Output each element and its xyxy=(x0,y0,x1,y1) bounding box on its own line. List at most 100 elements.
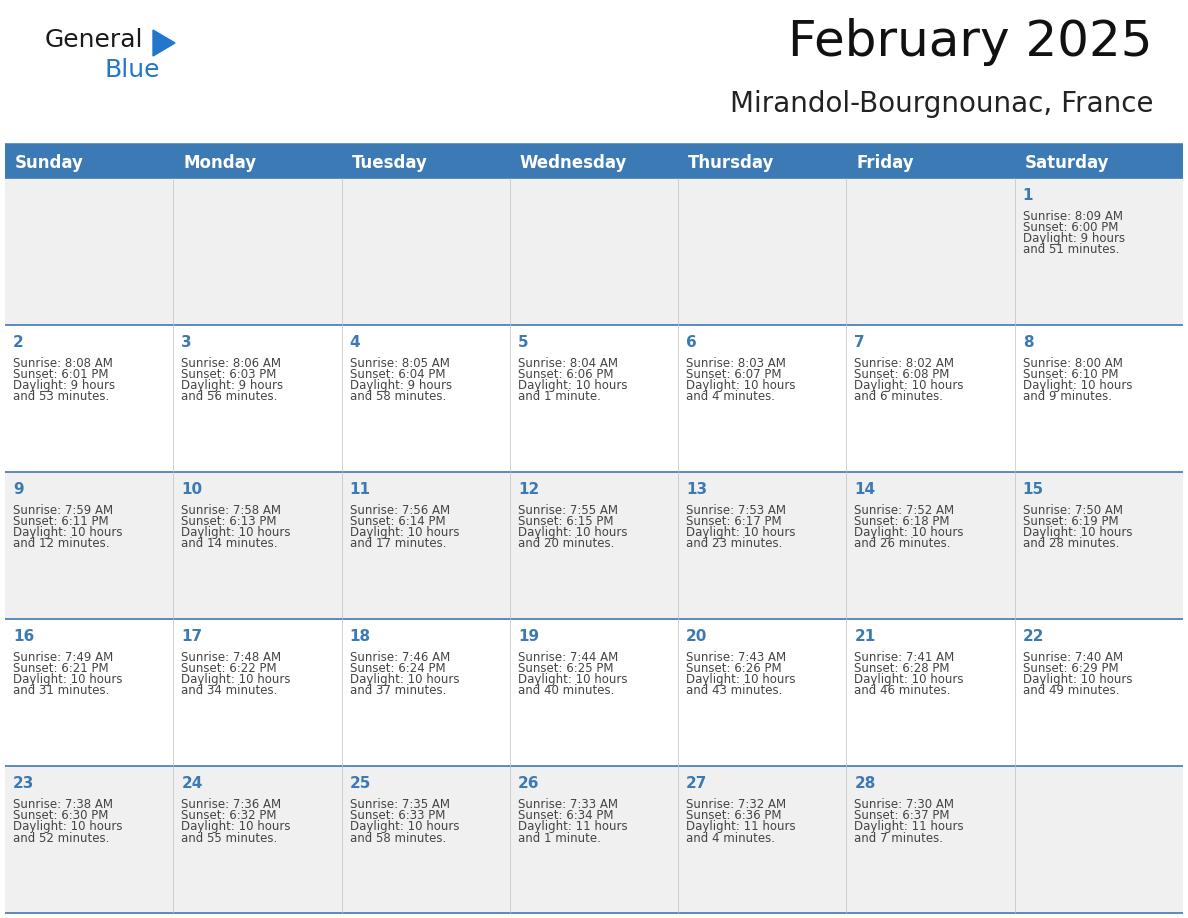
Text: Sunset: 6:36 PM: Sunset: 6:36 PM xyxy=(687,809,782,823)
Text: Sunrise: 8:09 AM: Sunrise: 8:09 AM xyxy=(1023,209,1123,222)
Polygon shape xyxy=(153,30,175,56)
Text: Sunrise: 8:05 AM: Sunrise: 8:05 AM xyxy=(349,356,449,370)
Bar xyxy=(5,472,1183,619)
Text: Sunset: 6:00 PM: Sunset: 6:00 PM xyxy=(1023,220,1118,234)
Text: 21: 21 xyxy=(854,629,876,644)
Text: Sunset: 6:04 PM: Sunset: 6:04 PM xyxy=(349,368,446,381)
Text: 3: 3 xyxy=(182,334,192,350)
Text: Sunset: 6:28 PM: Sunset: 6:28 PM xyxy=(854,662,950,675)
Text: 26: 26 xyxy=(518,776,539,791)
Text: Daylight: 10 hours: Daylight: 10 hours xyxy=(13,526,122,539)
Text: Sunset: 6:34 PM: Sunset: 6:34 PM xyxy=(518,809,613,823)
Text: 9: 9 xyxy=(13,482,24,497)
Text: and 4 minutes.: and 4 minutes. xyxy=(687,390,775,403)
Text: 25: 25 xyxy=(349,776,371,791)
Text: Sunset: 6:25 PM: Sunset: 6:25 PM xyxy=(518,662,613,675)
Text: Daylight: 10 hours: Daylight: 10 hours xyxy=(687,379,796,392)
Text: Sunrise: 7:35 AM: Sunrise: 7:35 AM xyxy=(349,798,449,811)
Text: Sunset: 6:06 PM: Sunset: 6:06 PM xyxy=(518,368,613,381)
Text: and 58 minutes.: and 58 minutes. xyxy=(349,832,446,845)
Bar xyxy=(5,177,1183,325)
Text: Sunrise: 7:40 AM: Sunrise: 7:40 AM xyxy=(1023,651,1123,664)
Text: Sunset: 6:08 PM: Sunset: 6:08 PM xyxy=(854,368,949,381)
Text: Daylight: 10 hours: Daylight: 10 hours xyxy=(518,379,627,392)
Text: Sunrise: 8:00 AM: Sunrise: 8:00 AM xyxy=(1023,356,1123,370)
Text: Monday: Monday xyxy=(183,153,257,172)
Text: Daylight: 10 hours: Daylight: 10 hours xyxy=(349,821,459,834)
Text: Daylight: 10 hours: Daylight: 10 hours xyxy=(182,526,291,539)
Text: Sunrise: 7:49 AM: Sunrise: 7:49 AM xyxy=(13,651,113,664)
Text: Sunrise: 7:44 AM: Sunrise: 7:44 AM xyxy=(518,651,618,664)
Text: 7: 7 xyxy=(854,334,865,350)
Text: Daylight: 10 hours: Daylight: 10 hours xyxy=(349,526,459,539)
Text: and 46 minutes.: and 46 minutes. xyxy=(854,685,950,698)
Text: Sunset: 6:14 PM: Sunset: 6:14 PM xyxy=(349,515,446,528)
Text: Sunrise: 7:36 AM: Sunrise: 7:36 AM xyxy=(182,798,282,811)
Text: and 12 minutes.: and 12 minutes. xyxy=(13,537,109,550)
Text: Sunset: 6:13 PM: Sunset: 6:13 PM xyxy=(182,515,277,528)
Text: and 20 minutes.: and 20 minutes. xyxy=(518,537,614,550)
Text: Saturday: Saturday xyxy=(1025,153,1110,172)
Text: and 31 minutes.: and 31 minutes. xyxy=(13,685,109,698)
Text: Daylight: 9 hours: Daylight: 9 hours xyxy=(349,379,451,392)
Text: Daylight: 10 hours: Daylight: 10 hours xyxy=(1023,673,1132,686)
Text: Daylight: 10 hours: Daylight: 10 hours xyxy=(518,526,627,539)
Text: and 43 minutes.: and 43 minutes. xyxy=(687,685,783,698)
Text: Sunset: 6:24 PM: Sunset: 6:24 PM xyxy=(349,662,446,675)
Text: Thursday: Thursday xyxy=(688,153,775,172)
Text: and 1 minute.: and 1 minute. xyxy=(518,390,601,403)
Text: Daylight: 10 hours: Daylight: 10 hours xyxy=(349,673,459,686)
Bar xyxy=(1015,148,1183,177)
Text: Daylight: 10 hours: Daylight: 10 hours xyxy=(13,673,122,686)
Text: Daylight: 11 hours: Daylight: 11 hours xyxy=(518,821,627,834)
Text: Sunset: 6:19 PM: Sunset: 6:19 PM xyxy=(1023,515,1118,528)
Text: Sunrise: 7:32 AM: Sunrise: 7:32 AM xyxy=(687,798,786,811)
Text: Sunrise: 7:30 AM: Sunrise: 7:30 AM xyxy=(854,798,954,811)
Text: Mirandol-Bourgnounac, France: Mirandol-Bourgnounac, France xyxy=(729,90,1154,118)
Text: Daylight: 10 hours: Daylight: 10 hours xyxy=(182,673,291,686)
Text: and 53 minutes.: and 53 minutes. xyxy=(13,390,109,403)
Text: Sunset: 6:11 PM: Sunset: 6:11 PM xyxy=(13,515,108,528)
Text: Sunset: 6:15 PM: Sunset: 6:15 PM xyxy=(518,515,613,528)
Text: Blue: Blue xyxy=(105,58,160,82)
Text: 15: 15 xyxy=(1023,482,1044,497)
Text: and 4 minutes.: and 4 minutes. xyxy=(687,832,775,845)
Text: Daylight: 9 hours: Daylight: 9 hours xyxy=(1023,232,1125,245)
Text: 11: 11 xyxy=(349,482,371,497)
Text: Daylight: 10 hours: Daylight: 10 hours xyxy=(1023,379,1132,392)
Text: and 23 minutes.: and 23 minutes. xyxy=(687,537,783,550)
Text: Sunrise: 7:41 AM: Sunrise: 7:41 AM xyxy=(854,651,955,664)
Text: Sunrise: 7:46 AM: Sunrise: 7:46 AM xyxy=(349,651,450,664)
Text: Tuesday: Tuesday xyxy=(352,153,428,172)
Text: and 56 minutes.: and 56 minutes. xyxy=(182,390,278,403)
Bar xyxy=(678,148,846,177)
Text: Sunrise: 7:56 AM: Sunrise: 7:56 AM xyxy=(349,504,450,517)
Text: Sunday: Sunday xyxy=(15,153,84,172)
Text: Daylight: 9 hours: Daylight: 9 hours xyxy=(182,379,284,392)
Text: Daylight: 10 hours: Daylight: 10 hours xyxy=(687,526,796,539)
Text: Daylight: 11 hours: Daylight: 11 hours xyxy=(854,821,963,834)
Text: Sunrise: 8:02 AM: Sunrise: 8:02 AM xyxy=(854,356,954,370)
Text: and 40 minutes.: and 40 minutes. xyxy=(518,685,614,698)
Text: 2: 2 xyxy=(13,334,24,350)
Text: Sunrise: 8:03 AM: Sunrise: 8:03 AM xyxy=(687,356,786,370)
Text: 20: 20 xyxy=(687,629,708,644)
Text: 6: 6 xyxy=(687,334,697,350)
Bar xyxy=(342,148,510,177)
Text: Sunset: 6:03 PM: Sunset: 6:03 PM xyxy=(182,368,277,381)
Text: Sunset: 6:32 PM: Sunset: 6:32 PM xyxy=(182,809,277,823)
Text: Friday: Friday xyxy=(857,153,914,172)
Text: Daylight: 9 hours: Daylight: 9 hours xyxy=(13,379,115,392)
Bar xyxy=(510,148,678,177)
Text: Sunrise: 7:52 AM: Sunrise: 7:52 AM xyxy=(854,504,954,517)
Text: Sunset: 6:17 PM: Sunset: 6:17 PM xyxy=(687,515,782,528)
Bar xyxy=(5,619,1183,766)
Text: Daylight: 10 hours: Daylight: 10 hours xyxy=(518,673,627,686)
Text: Sunrise: 7:48 AM: Sunrise: 7:48 AM xyxy=(182,651,282,664)
Text: Daylight: 10 hours: Daylight: 10 hours xyxy=(1023,526,1132,539)
Text: and 55 minutes.: and 55 minutes. xyxy=(182,832,278,845)
Text: February 2025: February 2025 xyxy=(789,18,1154,66)
Text: 12: 12 xyxy=(518,482,539,497)
Text: Daylight: 10 hours: Daylight: 10 hours xyxy=(854,379,963,392)
Text: Sunrise: 8:06 AM: Sunrise: 8:06 AM xyxy=(182,356,282,370)
